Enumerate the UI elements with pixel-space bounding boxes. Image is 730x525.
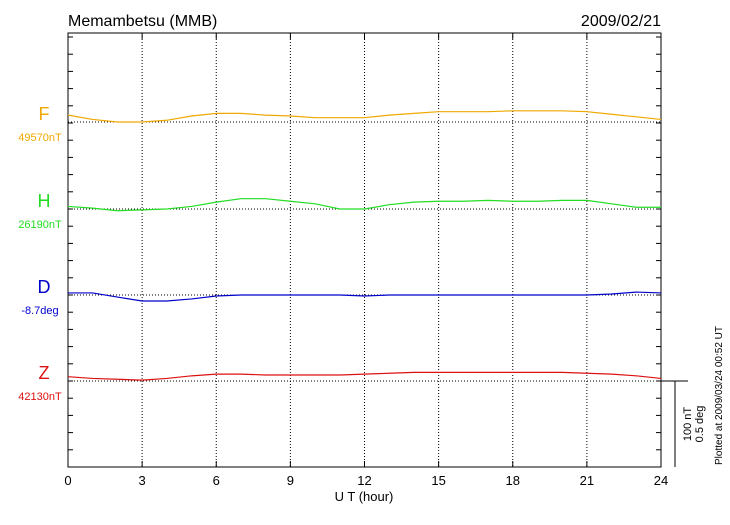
- x-tick-label: 3: [139, 473, 146, 488]
- series-name: F: [39, 104, 50, 124]
- date: 2009/02/21: [581, 13, 661, 30]
- x-tick-label: 18: [506, 473, 520, 488]
- series-line: [67, 371, 662, 381]
- baseline-label: 42130nT: [18, 391, 62, 403]
- series-line: [68, 291, 662, 302]
- x-tick-label: 24: [654, 473, 668, 488]
- x-tick-label: 15: [431, 473, 445, 488]
- x-tick-label: 21: [580, 473, 594, 488]
- chart-title: Memambetsu (MMB): [68, 13, 217, 30]
- x-tick-label: 9: [287, 473, 294, 488]
- x-tick-label: 12: [357, 473, 371, 488]
- scale-label: 0.5 deg: [694, 406, 706, 443]
- x-tick-label: 6: [213, 473, 220, 488]
- series-line: [67, 198, 661, 212]
- baseline-label: -8.7deg: [21, 305, 58, 317]
- series-name: H: [38, 191, 51, 211]
- scale-label: 100 nT: [682, 407, 694, 442]
- baseline-label: 26190nT: [18, 219, 62, 231]
- baseline-label: 49570nT: [18, 132, 62, 144]
- series-name: Z: [39, 363, 50, 383]
- series-name: D: [38, 277, 51, 297]
- x-axis-label: U T (hour): [335, 489, 394, 504]
- series-line: [67, 110, 662, 123]
- plot-note: Plotted at 2009/03/24 00:52 UT: [714, 326, 725, 465]
- x-tick-label: 0: [64, 473, 71, 488]
